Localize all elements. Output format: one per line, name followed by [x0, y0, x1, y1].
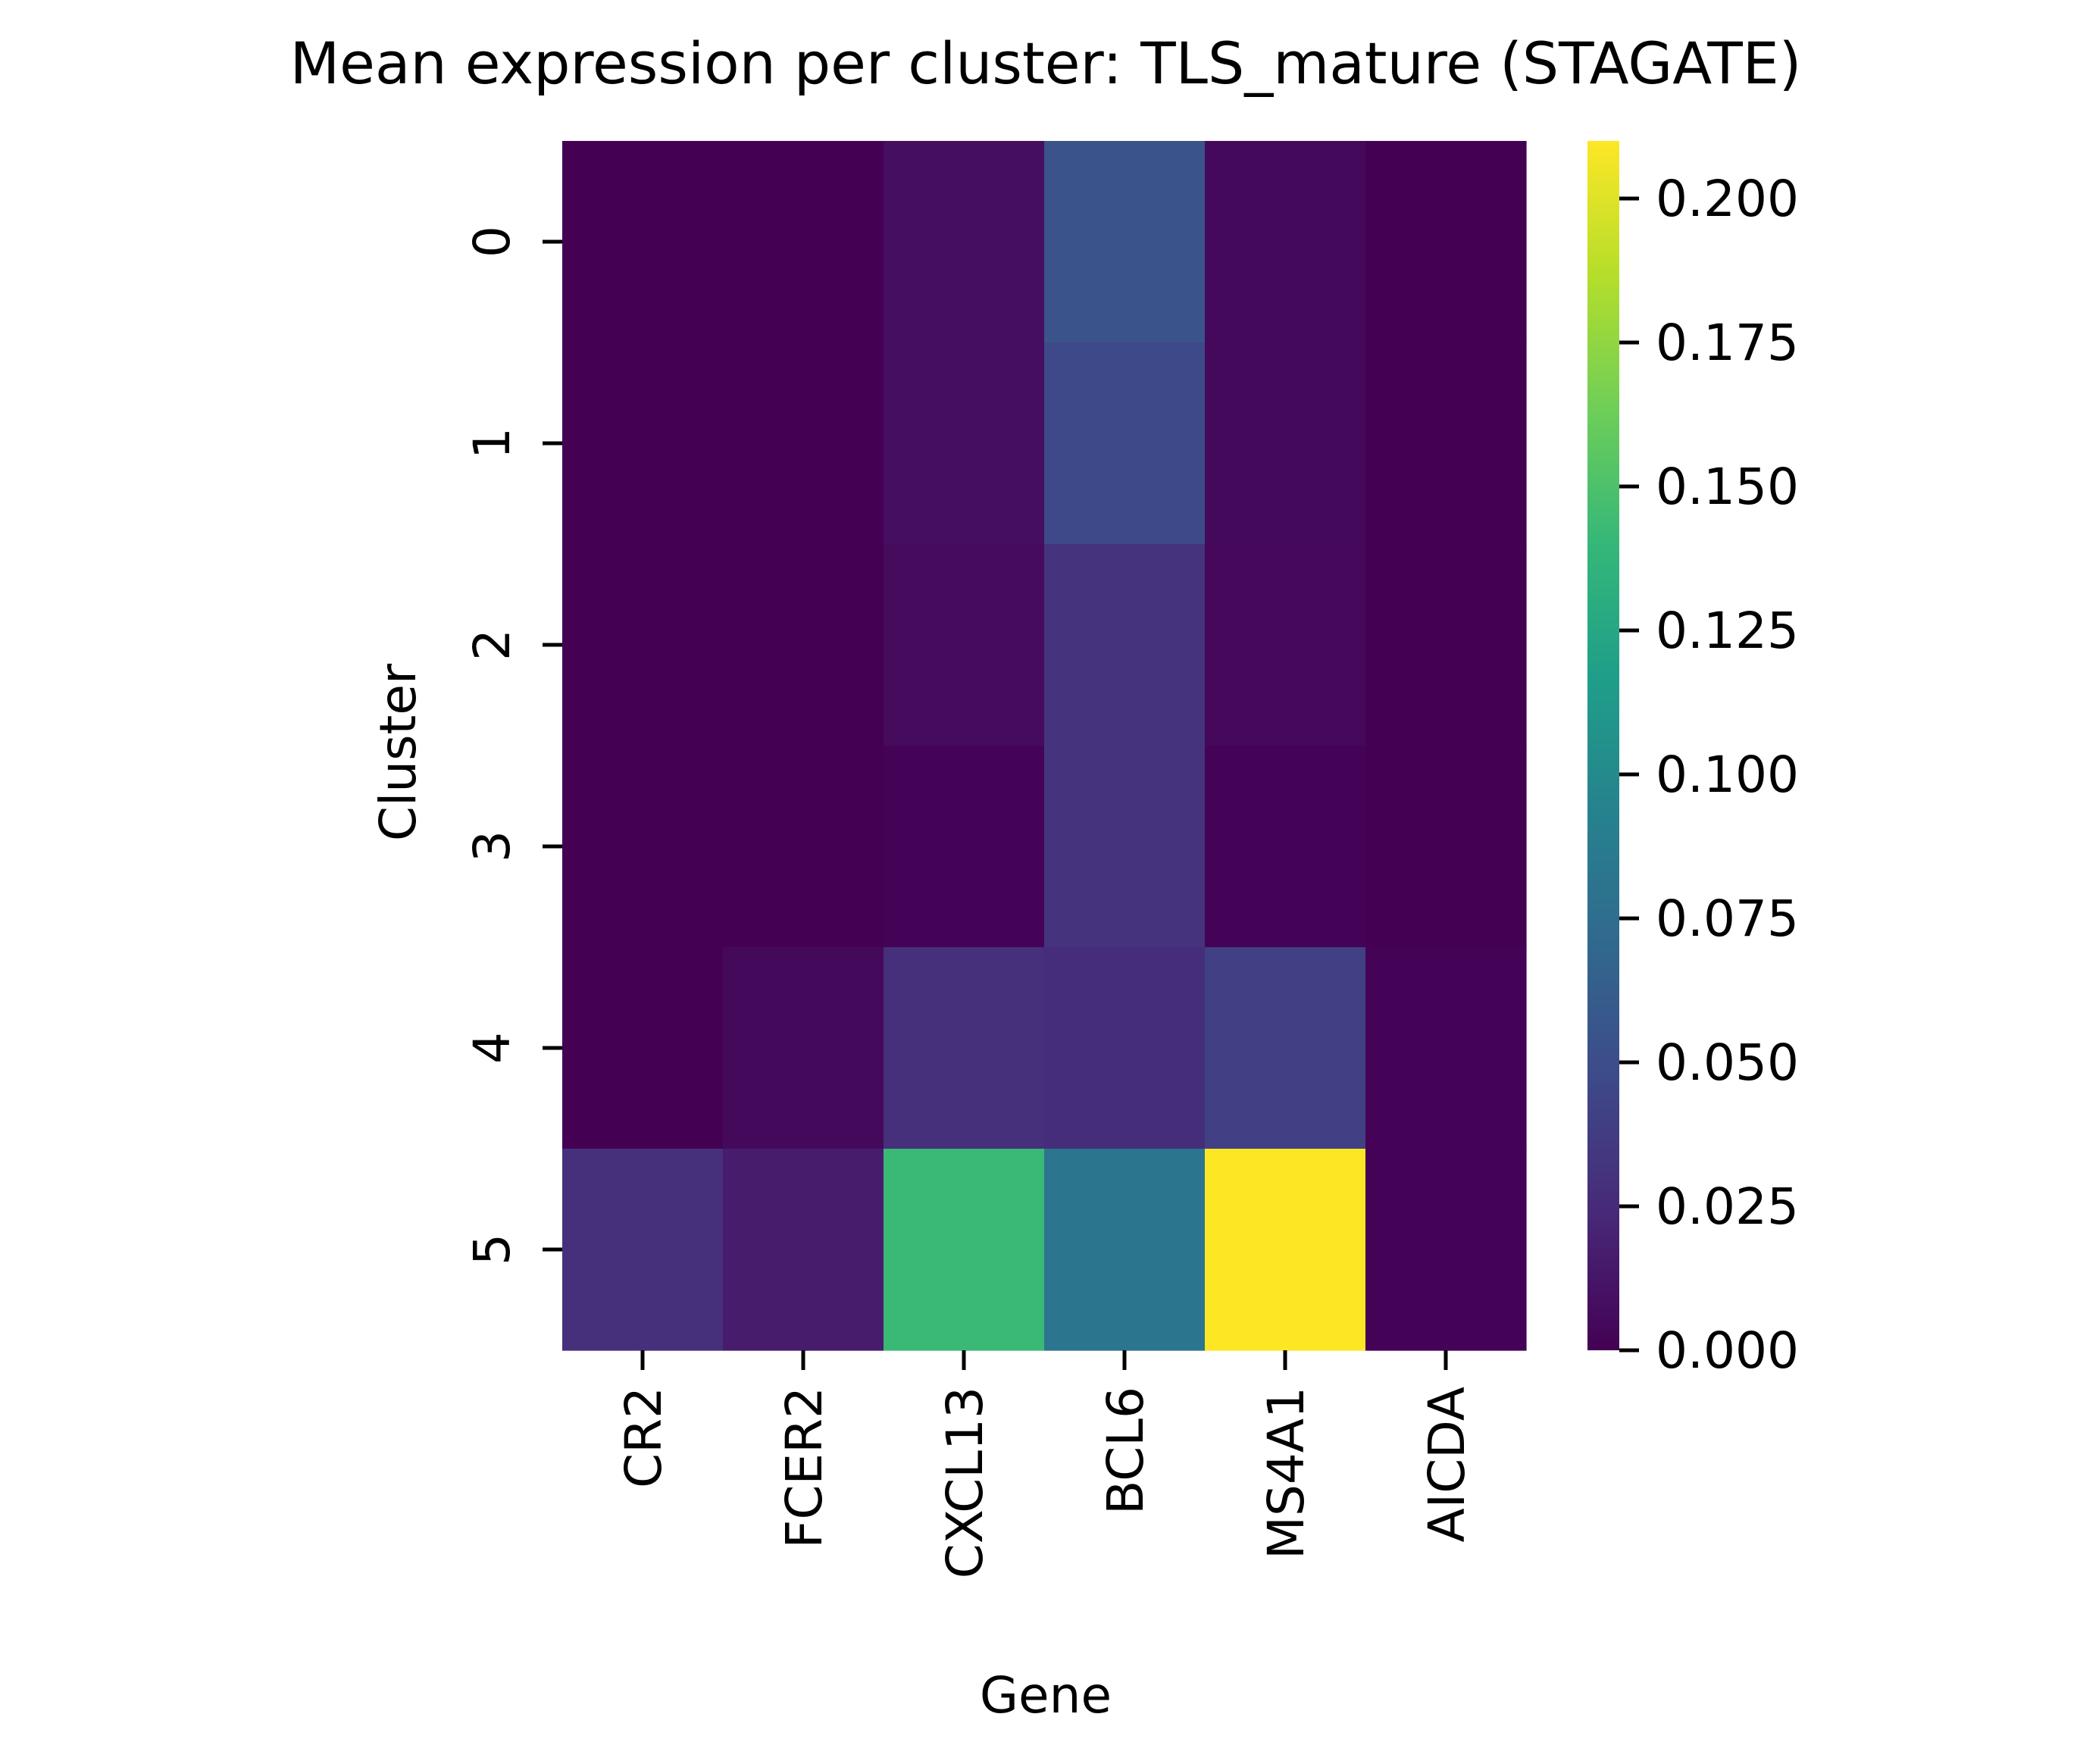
heatmap-cell-r5-c4 [1205, 1149, 1366, 1351]
heatmap-cell-r3-c0 [562, 746, 724, 948]
heatmap-cell-r4-c5 [1365, 947, 1527, 1149]
heatmap-cell-r2-c3 [1044, 544, 1206, 746]
heatmap-cell-r5-c3 [1044, 1149, 1206, 1351]
heatmap-cell-r2-c2 [884, 544, 1045, 746]
y-tick-label-0: 0 [463, 226, 521, 258]
x-tick-label-2: CXCL13 [936, 1387, 994, 1578]
x-tick-label-0: CR2 [615, 1387, 673, 1488]
heatmap-cell-r5-c1 [723, 1149, 884, 1351]
heatmap-cell-r3-c5 [1365, 746, 1527, 948]
heatmap-cell-r5-c2 [884, 1149, 1045, 1351]
colorbar-tick-label-7: 0.175 [1656, 314, 1799, 372]
heatmap-cell-r3-c4 [1205, 746, 1366, 948]
heatmap-cell-r1-c4 [1205, 342, 1366, 545]
heatmap-cell-r0-c1 [723, 141, 884, 343]
heatmap-cell-r0-c3 [1044, 141, 1206, 343]
y-axis-label: Cluster [369, 663, 427, 841]
y-tick-label-2: 2 [463, 629, 521, 661]
heatmap-cell-r1-c5 [1365, 342, 1527, 545]
colorbar-tick-label-3: 0.075 [1656, 890, 1799, 948]
colorbar-tick-label-1: 0.025 [1656, 1178, 1799, 1236]
heatmap-cell-r1-c2 [884, 342, 1045, 545]
x-axis-label: Gene [980, 1666, 1112, 1725]
heatmap-cell-r4-c4 [1205, 947, 1366, 1149]
y-tick-label-5: 5 [463, 1234, 521, 1265]
heatmap-cell-r3-c1 [723, 746, 884, 948]
heatmap-cell-r4-c2 [884, 947, 1045, 1149]
heatmap-cell-r2-c1 [723, 544, 884, 746]
heatmap-cell-r3-c2 [884, 746, 1045, 948]
colorbar-tick-label-4: 0.100 [1656, 746, 1799, 804]
heatmap-cell-r0-c5 [1365, 141, 1527, 343]
heatmap-cell-r1-c3 [1044, 342, 1206, 545]
heatmap-cell-r2-c4 [1205, 544, 1366, 746]
x-axis: CR2 FCER2 CXCL13 BCL6 MS4A1 AICDA [615, 1350, 1476, 1578]
heatmap-cell-r1-c1 [723, 342, 884, 545]
y-tick-label-4: 4 [463, 1032, 521, 1064]
colorbar-tick-label-6: 0.150 [1656, 458, 1799, 516]
x-tick-label-4: MS4A1 [1257, 1387, 1315, 1559]
heatmap-cell-r4-c3 [1044, 947, 1206, 1149]
x-tick-label-3: BCL6 [1096, 1387, 1155, 1515]
heatmap-cell-r2-c5 [1365, 544, 1527, 746]
colorbar: 0.000 0.025 0.050 0.075 0.100 0.125 0.150 0.175… [1587, 141, 1799, 1380]
heatmap-cell-r0-c4 [1205, 141, 1366, 343]
x-tick-label-1: FCER2 [775, 1387, 834, 1549]
heatmap-cell-r1-c0 [562, 342, 724, 545]
heatmap-cell-r0-c2 [884, 141, 1045, 343]
y-axis: 0 1 2 3 4 5 [463, 226, 562, 1265]
colorbar-tick-label-0: 0.000 [1656, 1321, 1799, 1380]
heatmap-cell-r0-c0 [562, 141, 724, 343]
y-tick-label-3: 3 [463, 830, 521, 862]
chart-title: Mean expression per cluster: TLS_mature … [290, 30, 1802, 97]
heatmap-cell-r4-c0 [562, 947, 724, 1149]
heatmap-cell-r5-c5 [1365, 1149, 1527, 1351]
heatmap-cells [562, 141, 1527, 1351]
colorbar-gradient [1587, 141, 1619, 1350]
x-tick-label-5: AICDA [1418, 1387, 1476, 1543]
heatmap-cell-r3-c3 [1044, 746, 1206, 948]
colorbar-tick-label-8: 0.200 [1656, 170, 1799, 228]
colorbar-tick-label-5: 0.125 [1656, 602, 1799, 660]
heatmap-cell-r2-c0 [562, 544, 724, 746]
colorbar-tick-label-2: 0.050 [1656, 1034, 1799, 1092]
heatmap-cell-r4-c1 [723, 947, 884, 1149]
y-tick-label-1: 1 [463, 427, 521, 459]
heatmap-cell-r5-c0 [562, 1149, 724, 1351]
